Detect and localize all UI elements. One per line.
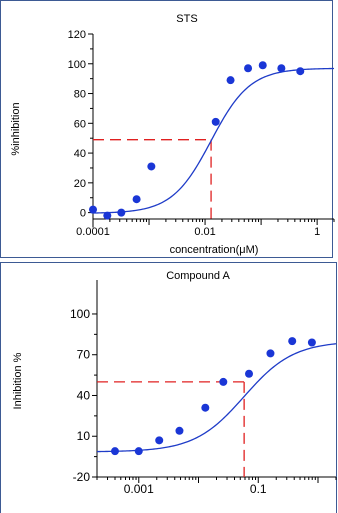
chart-title: Compound A	[166, 270, 230, 282]
data-point	[147, 162, 156, 171]
data-point	[103, 211, 112, 220]
x-tick-label: 1	[314, 226, 320, 238]
data-point	[132, 195, 141, 204]
y-tick-label: 40	[77, 388, 91, 402]
data-point	[245, 369, 254, 378]
data-point	[175, 426, 184, 435]
y-tick-label: 60	[74, 118, 86, 130]
y-tick-label: 10	[77, 429, 91, 443]
y-tick-label: 20	[74, 178, 86, 190]
data-point	[296, 67, 305, 76]
x-axis-label: concentration(μM)	[170, 244, 259, 256]
y-tick-label: 0	[80, 208, 86, 220]
sts-dose-response-chart: STS 0 20 40 60 80 100 120 0.0001 0.01 1 concentrati…	[10, 13, 335, 256]
data-point	[110, 447, 119, 456]
compound-a-dose-response-chart: Compound A-201040701000.0010.1Conc.uMInh…	[12, 270, 337, 496]
y-axis-label: Inhibition %	[12, 352, 24, 409]
x-tick-label: 0.0001	[76, 226, 110, 238]
x-tick-label: 0.01	[194, 226, 215, 238]
data-point	[117, 208, 126, 217]
fitted-curve	[92, 67, 335, 214]
fitted-curve	[96, 343, 337, 453]
data-point	[258, 61, 267, 70]
chart-title: STS	[176, 13, 197, 25]
x-tick-label: 0.1	[250, 482, 267, 496]
x-tick-label: 0.001	[124, 482, 154, 496]
chart-panel-compound-a: Compound A-201040701000.0010.1Conc.uMInh…	[0, 262, 338, 513]
data-point	[89, 205, 97, 214]
data-point	[307, 338, 316, 347]
y-tick-label: 70	[77, 348, 91, 362]
y-tick-label: 80	[74, 89, 86, 101]
data-point	[219, 377, 228, 386]
y-axis-label: %inhibition	[10, 102, 22, 155]
data-point	[288, 337, 297, 346]
y-tick-label: 100	[68, 59, 86, 71]
data-point	[266, 349, 275, 358]
data-point	[134, 447, 143, 456]
y-tick-label: 40	[74, 148, 86, 160]
data-point	[201, 403, 210, 412]
data-point	[211, 117, 220, 126]
data-point	[155, 436, 164, 445]
chart-panel-sts: STS 0 20 40 60 80 100 120 0.0001 0.01 1 concentrati…	[0, 0, 335, 258]
data-point	[277, 64, 286, 73]
data-point	[226, 76, 235, 85]
data-point	[244, 64, 253, 73]
y-tick-label: -20	[73, 470, 91, 484]
y-tick-label: 120	[68, 29, 86, 41]
y-tick-label: 100	[70, 307, 90, 321]
